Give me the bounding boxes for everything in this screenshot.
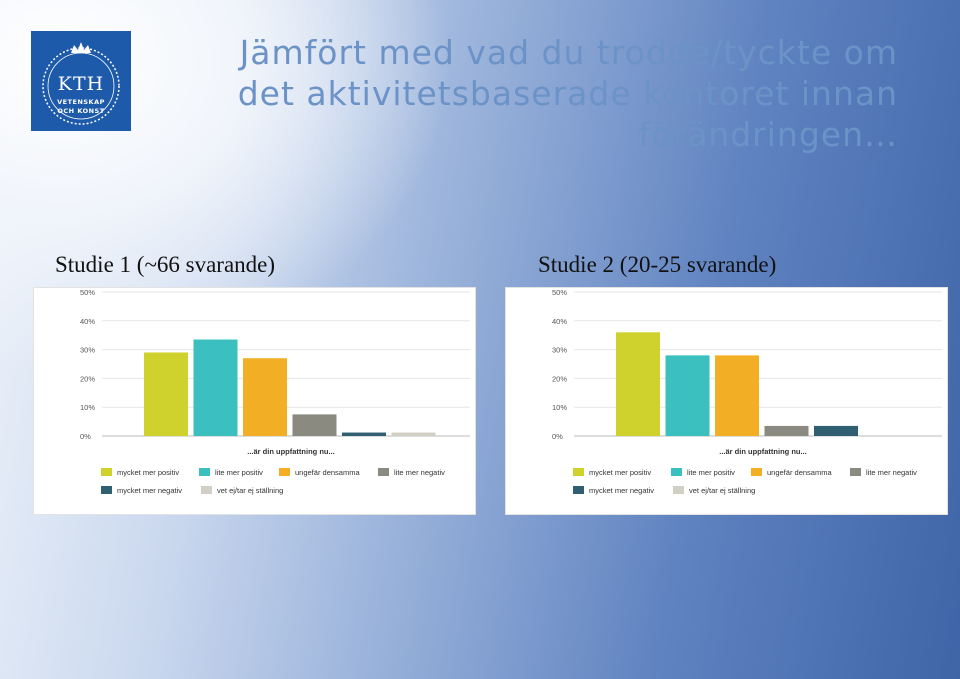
y-tick-label: 20% xyxy=(80,374,95,383)
bar xyxy=(342,432,386,436)
legend-swatch xyxy=(101,468,112,476)
legend-swatch xyxy=(850,468,861,476)
y-tick-label: 50% xyxy=(80,288,95,297)
chart-panel-study-1: 0% 10% 20% 30% 40% 50% ...är din uppfattning n… xyxy=(33,287,476,515)
legend-swatch xyxy=(573,468,584,476)
logo-kth-text: KTH xyxy=(57,73,105,95)
y-tick-label: 10% xyxy=(80,403,95,412)
y-tick-label: 10% xyxy=(552,403,567,412)
legend-swatch xyxy=(671,468,682,476)
x-axis-label: ...är din uppfattning nu... xyxy=(719,447,807,456)
y-tick-label: 0% xyxy=(552,432,563,441)
bar xyxy=(814,425,858,436)
logo-line-1: VETENSKAP xyxy=(57,98,105,106)
y-tick-label: 30% xyxy=(552,346,567,355)
bar xyxy=(665,355,710,436)
bar xyxy=(292,414,337,436)
legend-label: lite mer positiv xyxy=(687,468,735,477)
y-tick-label: 0% xyxy=(80,432,91,441)
bar xyxy=(715,355,759,436)
legend-label: ungefär densamma xyxy=(295,468,360,477)
legend-label: lite mer positiv xyxy=(215,468,263,477)
y-tick-label: 40% xyxy=(80,317,95,326)
bar xyxy=(616,332,660,436)
legend-swatch xyxy=(101,486,112,494)
crown-seal-icon xyxy=(42,42,120,125)
legend-label: mycket mer positiv xyxy=(589,468,651,477)
bar xyxy=(243,358,287,436)
legend-swatch xyxy=(279,468,290,476)
bar xyxy=(193,339,238,436)
y-tick-label: 30% xyxy=(80,346,95,355)
legend-swatch xyxy=(201,486,212,494)
bar xyxy=(144,352,188,436)
bar xyxy=(391,432,436,436)
y-tick-label: 50% xyxy=(552,288,567,297)
legend-label: mycket mer positiv xyxy=(117,468,179,477)
legend-swatch xyxy=(673,486,684,494)
bar-chart: 0% 10% 20% 30% 40% 50% ...är din uppfattning n… xyxy=(80,288,470,495)
legend-label: vet ej/tar ej ställning xyxy=(217,486,283,495)
legend-label: mycket mer negativ xyxy=(117,486,182,495)
slide-title: Jämfört med vad du trodde/tyckte om det … xyxy=(237,33,898,154)
y-tick-label: 40% xyxy=(552,317,567,326)
legend-label: lite mer negativ xyxy=(866,468,917,477)
legend-swatch xyxy=(573,486,584,494)
x-axis-label: ...är din uppfattning nu... xyxy=(247,447,335,456)
kth-logo: KTH VETENSKAP OCH KONST xyxy=(31,31,131,131)
legend-swatch xyxy=(199,468,210,476)
legend-swatch xyxy=(378,468,389,476)
logo-line-2: OCH KONST xyxy=(57,107,105,115)
legend-swatch xyxy=(751,468,762,476)
chart-panel-study-2: 0% 10% 20% 30% 40% 50% ...är din uppfattning n… xyxy=(505,287,948,515)
bar xyxy=(764,425,809,436)
legend-label: vet ej/tar ej ställning xyxy=(689,486,755,495)
legend-label: ungefär densamma xyxy=(767,468,832,477)
y-tick-label: 20% xyxy=(552,374,567,383)
study-2-label: Studie 2 (20-25 svarande) xyxy=(538,252,777,277)
bar-chart: 0% 10% 20% 30% 40% 50% ...är din uppfattning n… xyxy=(552,288,942,495)
legend-label: lite mer negativ xyxy=(394,468,445,477)
study-1-label: Studie 1 (~66 svarande) xyxy=(55,252,276,277)
legend-label: mycket mer negativ xyxy=(589,486,654,495)
